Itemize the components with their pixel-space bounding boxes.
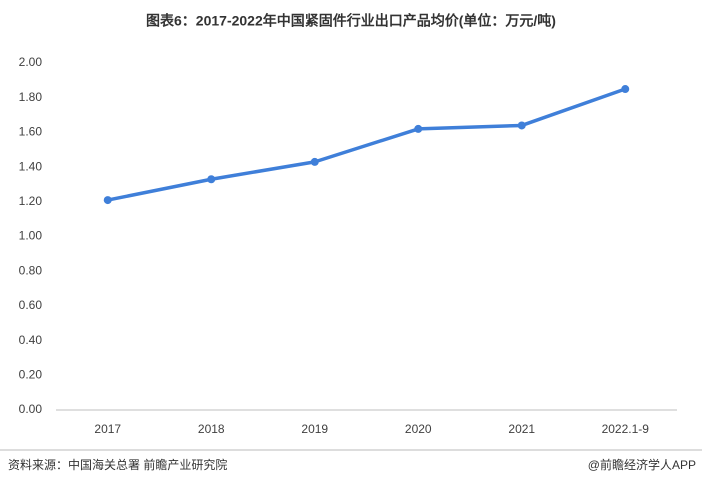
data-point	[103, 196, 112, 205]
y-tick-label: 1.20	[19, 194, 43, 208]
x-tick-label: 2017	[94, 422, 121, 436]
y-tick-label: 1.40	[19, 159, 43, 173]
y-tick-label: 1.80	[19, 90, 43, 104]
x-tick-label: 2018	[198, 422, 225, 436]
x-tick-label: 2022.1-9	[602, 422, 650, 436]
y-tick-label: 0.80	[19, 263, 43, 277]
data-line	[107, 87, 626, 202]
y-tick-label: 0.40	[19, 333, 43, 347]
y-tick-label: 0.00	[19, 402, 43, 416]
x-tick-label: 2019	[301, 422, 328, 436]
chart-title: 图表6：2017-2022年中国紧固件行业出口产品均价(单位：万元/吨)	[146, 13, 556, 29]
source-note: 资料来源：中国海关总署 前瞻产业研究院	[8, 457, 227, 472]
data-point	[517, 121, 526, 130]
data-point	[207, 175, 216, 184]
y-tick-label: 2.00	[19, 55, 43, 69]
credit: @前瞻经济学人APP	[588, 457, 696, 472]
data-point	[414, 124, 423, 133]
y-tick-label: 0.20	[19, 367, 43, 381]
data-point	[621, 85, 630, 94]
y-tick-label: 1.00	[19, 229, 43, 243]
x-tick-label: 2021	[508, 422, 535, 436]
y-tick-label: 1.60	[19, 125, 43, 139]
data-point	[310, 157, 319, 166]
y-tick-label: 0.60	[19, 298, 43, 312]
x-tick-label: 2020	[405, 422, 432, 436]
